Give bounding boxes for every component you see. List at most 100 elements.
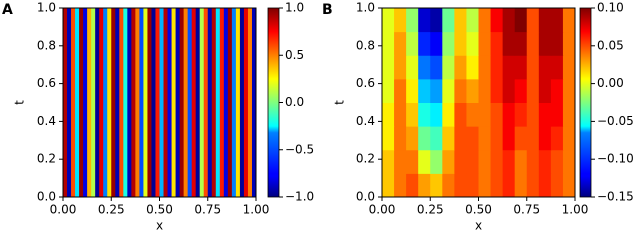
heat-cell [550, 78, 564, 103]
heat-cell [115, 8, 120, 198]
colorbar-tick-label: 0.0 [285, 95, 304, 109]
heat-cell [538, 102, 552, 127]
y-tick-label: 0.4 [37, 114, 56, 128]
heat-cell [526, 126, 540, 151]
heat-cell [135, 8, 140, 198]
colorbar [579, 7, 592, 198]
x-axis-label: x [156, 219, 163, 233]
heat-cell [442, 31, 455, 56]
y-tick-label: 0.2 [356, 152, 375, 166]
heat-cell [199, 8, 205, 198]
heat-cell [514, 102, 528, 127]
heat-cell [442, 102, 455, 127]
heat-cell [538, 173, 552, 198]
heat-cell [490, 8, 504, 33]
heat-cell [406, 173, 419, 198]
figure: 0.00 0.25 0.50 0.75 1.00 0.0 0.2 0.4 0.6 0.8 1.0 x t… [2, 1, 634, 233]
heat-cell [406, 55, 419, 80]
heat-cell [382, 8, 395, 33]
heat-cell [215, 8, 221, 198]
x-axis-label: x [475, 219, 482, 233]
heat-cell [502, 126, 516, 151]
heat-cell [163, 8, 169, 198]
heat-cell [203, 8, 209, 198]
heat-cell [406, 102, 419, 127]
heat-cell [99, 8, 104, 198]
heat-cell [111, 8, 116, 198]
heat-cell [490, 102, 504, 127]
heat-cell [430, 173, 443, 198]
heat-cell [490, 149, 504, 174]
heat-cell [167, 8, 173, 198]
heat-cell [382, 126, 395, 151]
heat-cell [131, 8, 136, 198]
heat-cell [418, 126, 431, 151]
heat-cell [67, 8, 72, 198]
heat-cell [406, 126, 419, 151]
heat-cell [526, 31, 540, 56]
y-tick-label: 0.4 [356, 114, 375, 128]
heat-cell [562, 126, 576, 151]
heat-cell [442, 126, 455, 151]
heat-cell [454, 173, 467, 198]
y-tick-label: 1.0 [37, 1, 56, 15]
y-axis-label: t [333, 100, 347, 105]
heat-cell [490, 55, 504, 80]
y-tick-label: 0.8 [356, 38, 375, 52]
heat-cell [466, 173, 479, 198]
heat-cell [538, 78, 552, 103]
heat-cell [514, 126, 528, 151]
heat-cell [191, 8, 197, 198]
page: 0.00 0.25 0.50 0.75 1.00 0.0 0.2 0.4 0.6 0.8 1.0 x t… [2, 0, 634, 233]
heat-cell [526, 8, 540, 33]
heat-cell [394, 78, 407, 103]
heat-cell [514, 78, 528, 103]
heat-cell [526, 173, 540, 198]
heat-cell [550, 31, 564, 56]
heat-cell [466, 31, 479, 56]
heat-cell [187, 8, 193, 198]
x-tick-label: 1.00 [562, 203, 589, 217]
heat-cell [502, 78, 516, 103]
colorbar-tick-label: −1.0 [285, 190, 314, 204]
heat-cell [490, 31, 504, 56]
heat-cell [430, 8, 443, 33]
heat-cell [454, 55, 467, 80]
heat-cell [430, 31, 443, 56]
heat-cell [526, 78, 540, 103]
heat-cell [538, 55, 552, 80]
heat-cell [231, 8, 237, 198]
colorbar-tick-label: 0.00 [597, 76, 624, 90]
heat-cell [454, 102, 467, 127]
heat-cell [538, 149, 552, 174]
colorbar-tick-label: −0.5 [285, 142, 314, 156]
heat-cell [514, 173, 528, 198]
heat-cell [382, 31, 395, 56]
heat-cell [562, 149, 576, 174]
heat-cell [454, 126, 467, 151]
heat-cell [454, 149, 467, 174]
y-tick-label: 0.0 [356, 190, 375, 204]
heat-cell [550, 149, 564, 174]
heat-cell [227, 8, 233, 198]
heat-cell [550, 8, 564, 33]
x-tick-label: 0.00 [369, 203, 396, 217]
heat-cell [514, 149, 528, 174]
heat-cell [406, 31, 419, 56]
heat-cell [95, 8, 100, 198]
heat-cell [502, 102, 516, 127]
heat-cell [147, 8, 152, 198]
heat-cell [79, 8, 84, 198]
heat-cell [71, 8, 76, 198]
heat-cell [195, 8, 201, 198]
panel-label: A [2, 2, 13, 18]
heat-cell [418, 173, 431, 198]
heat-cell [466, 78, 479, 103]
heat-cell [442, 78, 455, 103]
heat-cell [502, 149, 516, 174]
heat-cell [382, 102, 395, 127]
heat-cell [442, 55, 455, 80]
heat-cell [478, 102, 492, 127]
heat-cell [514, 55, 528, 80]
heat-cell [382, 55, 395, 80]
